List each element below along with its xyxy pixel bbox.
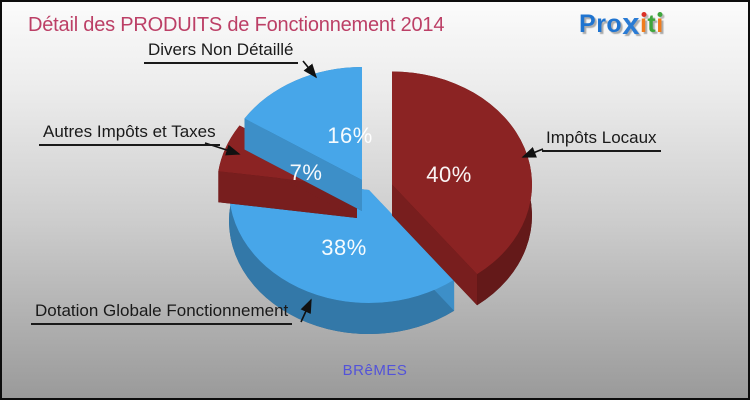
logo-letter: o	[606, 10, 623, 38]
label-divers-non-detaille: Divers Non Détaillé	[144, 40, 298, 64]
label-autres-impots-taxes: Autres Impôts et Taxes	[39, 122, 220, 146]
pie-slice-edge-wall	[218, 171, 357, 218]
logo-letter: ı	[656, 10, 664, 38]
chart-title: Détail des PRODUITS de Fonctionnement 20…	[28, 14, 445, 36]
logo-letter: t	[647, 10, 657, 38]
label-dotation-globale: Dotation Globale Fonctionnement	[31, 301, 293, 325]
proxiti-logo[interactable]: Prox ıt ı	[579, 6, 664, 41]
pie-slice-edge-wall	[392, 184, 478, 306]
logo-letter: P	[579, 10, 597, 38]
label-impots-locaux: Impôts Locaux	[542, 128, 661, 152]
slice-percent-label: 38%	[321, 235, 367, 260]
logo-letter: x	[622, 6, 640, 41]
logo-letter: ı	[639, 10, 648, 38]
logo-letter-dot	[657, 12, 663, 17]
commune-name: BRêMES	[342, 362, 408, 379]
slice-percent-label: 16%	[327, 123, 373, 148]
slice-percent-label: 7%	[290, 160, 323, 185]
pie-slice-arc-wall	[228, 174, 455, 335]
logo-letter-dot	[641, 12, 647, 17]
pie-slice-top	[244, 67, 362, 180]
logo-letter: r	[596, 10, 607, 38]
pie-slice-edge-wall	[244, 118, 362, 211]
pie-slice-top	[392, 71, 533, 275]
slice-percent-label: 40%	[426, 162, 472, 187]
